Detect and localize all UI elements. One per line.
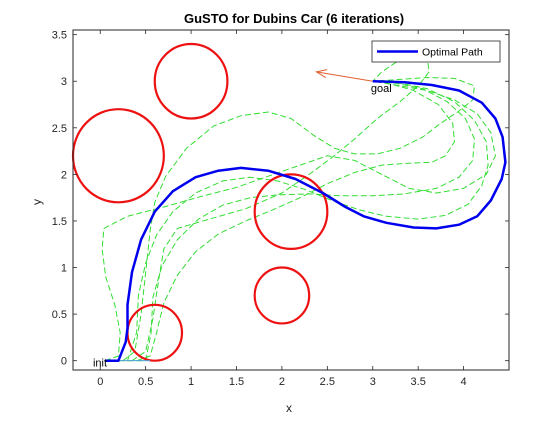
x-tick-label: 3 (370, 376, 376, 388)
legend: Optimal Path (371, 40, 501, 63)
iteration-path-3 (136, 80, 456, 362)
y-tick-label: 2 (61, 169, 67, 181)
legend-box (371, 40, 501, 63)
chart-title: GuSTO for Dubins Car (6 iterations) (184, 11, 404, 26)
y-tick-label: 0 (61, 356, 67, 368)
y-tick-label: 3 (61, 76, 67, 88)
x-tick-label: 2 (279, 376, 285, 388)
goal-arrow-head (315, 69, 328, 79)
x-tick-label: 0 (97, 376, 103, 388)
obstacles (71, 42, 329, 362)
y-tick-label: 1 (61, 263, 67, 275)
y-tick-label: 1.5 (52, 216, 67, 228)
axis-ticks: 0 0.5 1 1.5 2 2.5 3 3.5 4 0 0.5 1 1.5 2 2.5 3 3.5 (52, 30, 509, 388)
x-tick-label: 1.5 (229, 376, 244, 388)
axes-background (73, 30, 509, 370)
x-tick-label: 4 (461, 376, 467, 388)
y-tick-label: 0.5 (52, 309, 67, 321)
annotations: goal init (93, 83, 392, 370)
y-tick-label: 3.5 (52, 30, 67, 42)
optimal-path-group (104, 79, 507, 362)
x-tick-label: 0.5 (138, 376, 153, 388)
y-tick-label: 2.5 (52, 123, 67, 135)
iteration-path-5 (122, 76, 476, 362)
obstacle-circle-4 (253, 266, 311, 325)
obstacle-circle-2 (153, 42, 229, 120)
axes-box (72, 29, 510, 371)
x-tick-label: 2.5 (320, 376, 335, 388)
y-axis-label: y (30, 199, 44, 205)
annotation-init: init (93, 358, 107, 370)
iteration-path-4 (101, 80, 496, 362)
x-axis-label: x (286, 401, 292, 415)
x-tick-label: 3.5 (411, 376, 426, 388)
x-tick-label: 1 (188, 376, 194, 388)
legend-label-optimal-path: Optimal Path (422, 47, 483, 59)
annotation-goal: goal (371, 83, 392, 95)
goal-arrow-shaft (316, 71, 373, 82)
optimal-path-line (104, 79, 507, 362)
iteration-path-1 (109, 80, 489, 362)
obstacle-circle-3 (253, 173, 329, 251)
